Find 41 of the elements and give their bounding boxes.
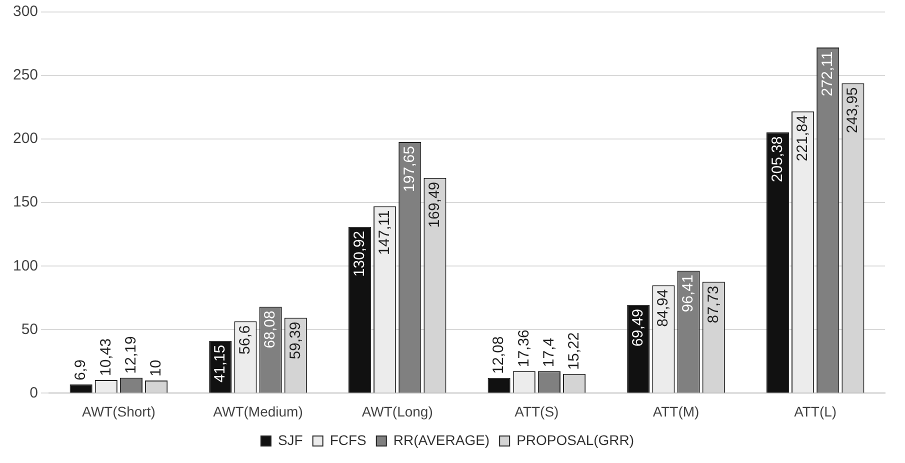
data-label: 272,11 bbox=[819, 51, 836, 96]
data-label: 87,73 bbox=[704, 286, 722, 324]
x-tick-label: AWT(Short) bbox=[82, 403, 156, 420]
x-tick-label: ATT(S) bbox=[514, 403, 559, 420]
data-label: 17,36 bbox=[515, 330, 532, 368]
data-label: 169,49 bbox=[426, 182, 444, 228]
data-label: 17,4 bbox=[540, 338, 558, 368]
data-label: 12,19 bbox=[122, 336, 140, 374]
data-label: 10 bbox=[147, 360, 164, 376]
data-label: 197,65 bbox=[401, 146, 418, 192]
y-tick-label: 150 bbox=[12, 194, 38, 211]
data-label: 41,15 bbox=[212, 344, 229, 382]
x-tick-label: ATT(M) bbox=[652, 403, 700, 420]
legend-label: RR(AVERAGE) bbox=[393, 432, 490, 448]
data-label: 243,95 bbox=[844, 87, 862, 134]
legend-label: PROPOSAL(GRR) bbox=[516, 432, 634, 448]
data-label: 15,22 bbox=[565, 332, 582, 370]
y-tick-label: 0 bbox=[30, 384, 38, 402]
data-label: 147,11 bbox=[376, 210, 393, 256]
data-label: 12,08 bbox=[490, 336, 508, 374]
data-label: 69,49 bbox=[630, 308, 647, 346]
y-tick-label: 300 bbox=[12, 3, 38, 20]
legend-label: FCFS bbox=[330, 432, 366, 448]
legend-label: SJF bbox=[278, 432, 303, 448]
data-label: 84,94 bbox=[654, 289, 672, 327]
data-label: 6,9 bbox=[72, 360, 90, 380]
data-label: 10,43 bbox=[97, 338, 114, 376]
y-tick-label: 200 bbox=[12, 130, 38, 148]
y-tick-label: 50 bbox=[21, 320, 38, 338]
data-label: 221,84 bbox=[794, 115, 811, 162]
x-tick-label: AWT(Medium) bbox=[213, 403, 303, 420]
data-label: 205,38 bbox=[768, 136, 786, 182]
y-tick-label: 100 bbox=[12, 257, 38, 274]
x-tick-label: AWT(Long) bbox=[362, 403, 433, 420]
data-label: 59,39 bbox=[286, 322, 304, 360]
data-label: 96,41 bbox=[680, 274, 697, 312]
x-tick-label: ATT(L) bbox=[794, 403, 837, 420]
data-label: 68,08 bbox=[262, 310, 279, 348]
data-label: 56,6 bbox=[236, 325, 254, 354]
y-tick-label: 250 bbox=[12, 66, 38, 84]
data-label: 130,92 bbox=[350, 230, 368, 277]
